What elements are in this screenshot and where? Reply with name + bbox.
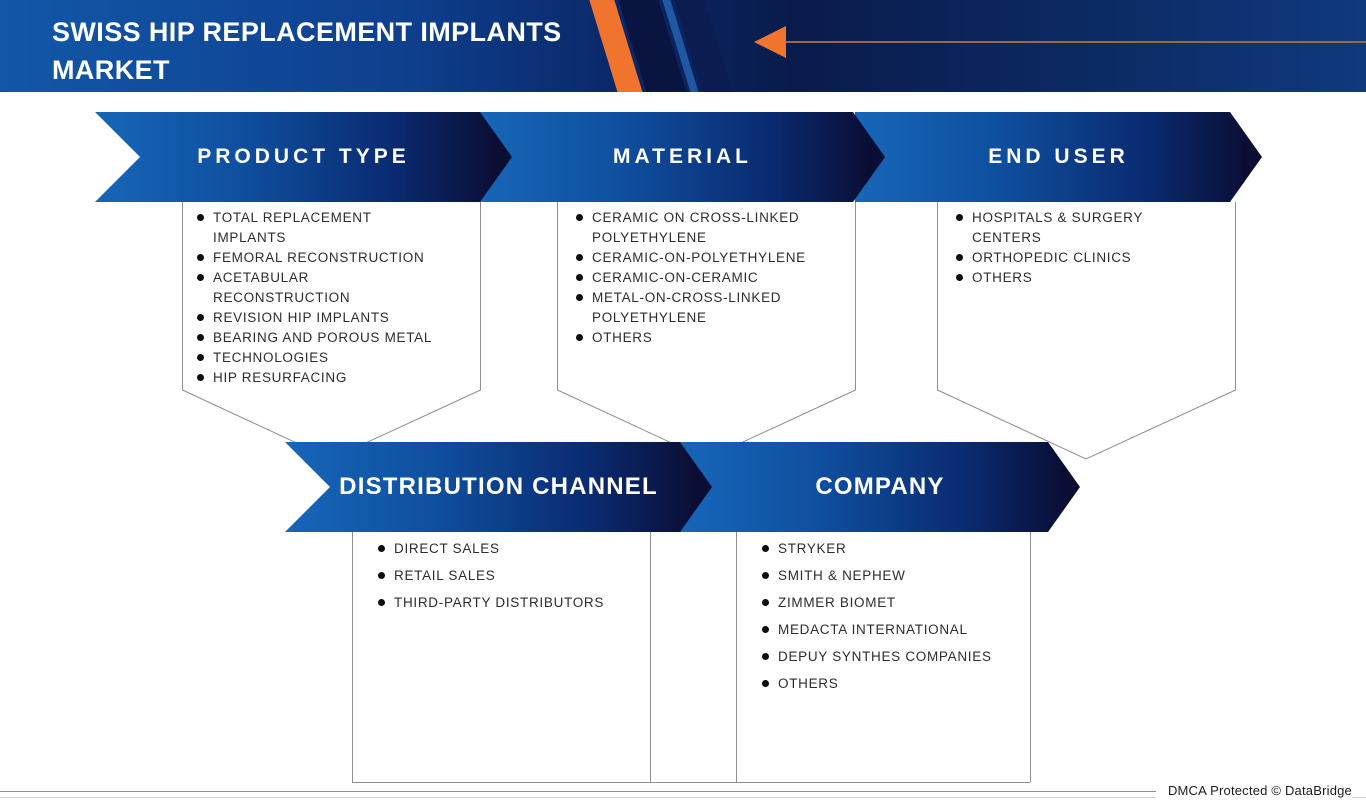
list-item-label: TECHNOLOGIES <box>213 350 329 365</box>
banner-end-user-label: END USER <box>988 145 1129 168</box>
bullet-icon <box>197 374 204 381</box>
page-title-line1: SWISS HIP REPLACEMENT IMPLANTS <box>52 17 562 47</box>
product-type-list: TOTAL REPLACEMENT IMPLANTS FEMORAL RECONS… <box>197 208 465 388</box>
list-item: MEDACTA INTERNATIONAL <box>762 620 1024 640</box>
bullet-icon <box>576 294 583 301</box>
list-item-label: METAL-ON-CROSS-LINKED POLYETHYLENE <box>592 290 782 325</box>
list-item-label: DIRECT SALES <box>394 541 500 556</box>
banner-product-type-label: PRODUCT TYPE <box>197 145 410 168</box>
list-item-label: RETAIL SALES <box>394 568 496 583</box>
dmca-text: DMCA Protected © DataBridge <box>1155 783 1352 798</box>
list-item-label: HOSPITALS & SURGERY CENTERS <box>972 210 1144 245</box>
bullet-icon <box>197 274 204 281</box>
banner-product-type: PRODUCT TYPE <box>95 112 512 202</box>
bullet-icon <box>576 274 583 281</box>
list-item: SMITH & NEPHEW <box>762 566 1024 586</box>
left-arrow-line <box>784 41 1366 43</box>
list-item: HIP RESURFACING <box>197 368 465 388</box>
banner-distribution-channel: DISTRIBUTION CHANNEL <box>285 442 712 532</box>
header: SWISS HIP REPLACEMENT IMPLANTS MARKET <box>0 0 1366 92</box>
banner-company-label: COMPANY <box>815 473 945 500</box>
list-item: RETAIL SALES <box>378 566 640 586</box>
company-list: STRYKER SMITH & NEPHEW ZIMMER BIOMET MEDACT… <box>762 539 1024 701</box>
list-item: OTHERS <box>956 268 1218 288</box>
banner-distribution-channel-label: DISTRIBUTION CHANNEL <box>339 473 658 500</box>
banner-material-label: MATERIAL <box>613 145 752 168</box>
list-item: REVISION HIP IMPLANTS <box>197 308 465 328</box>
list-item: CERAMIC-ON-POLYETHYLENE <box>576 248 848 268</box>
bullet-icon <box>762 572 769 579</box>
list-item-label: CERAMIC ON CROSS-LINKED POLYETHYLENE <box>592 210 800 245</box>
bullet-icon <box>197 214 204 221</box>
bullet-icon <box>762 599 769 606</box>
list-item-label: ACETABULAR RECONSTRUCTION <box>213 270 351 305</box>
bullet-icon <box>956 254 963 261</box>
page-title: SWISS HIP REPLACEMENT IMPLANTS MARKET <box>52 13 562 89</box>
list-item-label: MEDACTA INTERNATIONAL <box>778 622 968 637</box>
page-title-line2: MARKET <box>52 55 170 85</box>
distribution-channel-list: DIRECT SALES RETAIL SALES THIRD-PARTY DIST… <box>378 539 640 620</box>
list-item: THIRD-PARTY DISTRIBUTORS <box>378 593 640 613</box>
list-item: BEARING AND POROUS METAL <box>197 328 465 348</box>
list-item: FEMORAL RECONSTRUCTION <box>197 248 465 268</box>
list-item: OTHERS <box>762 674 1024 694</box>
list-item: DIRECT SALES <box>378 539 640 559</box>
list-item-label: OTHERS <box>592 330 653 345</box>
list-item-label: ORTHOPEDIC CLINICS <box>972 250 1132 265</box>
list-item-label: OTHERS <box>972 270 1033 285</box>
list-item-label: OTHERS <box>778 676 839 691</box>
list-item-label: BEARING AND POROUS METAL <box>213 330 433 345</box>
list-item-label: ZIMMER BIOMET <box>778 595 896 610</box>
bullet-icon <box>378 572 385 579</box>
list-item-label: STRYKER <box>778 541 847 556</box>
bullet-icon <box>762 626 769 633</box>
banner-end-user: END USER <box>855 112 1262 202</box>
list-item-label: SMITH & NEPHEW <box>778 568 906 583</box>
end-user-list: HOSPITALS & SURGERY CENTERS ORTHOPEDIC CL… <box>956 208 1218 288</box>
list-item-label: CERAMIC-ON-CERAMIC <box>592 270 759 285</box>
list-item: OTHERS <box>576 328 848 348</box>
bullet-icon <box>762 653 769 660</box>
list-item-label: TOTAL REPLACEMENT IMPLANTS <box>213 210 372 245</box>
bullet-icon <box>378 545 385 552</box>
list-item-label: HIP RESURFACING <box>213 370 348 385</box>
bullet-icon <box>197 254 204 261</box>
list-item: ZIMMER BIOMET <box>762 593 1024 613</box>
list-item-label: CERAMIC-ON-POLYETHYLENE <box>592 250 806 265</box>
list-item: METAL-ON-CROSS-LINKED POLYETHYLENE <box>576 288 848 328</box>
bullet-icon <box>762 545 769 552</box>
material-list: CERAMIC ON CROSS-LINKED POLYETHYLENE CERA… <box>576 208 848 348</box>
left-arrow-icon <box>754 26 786 58</box>
list-item: TECHNOLOGIES <box>197 348 465 368</box>
list-item: STRYKER <box>762 539 1024 559</box>
list-item: HOSPITALS & SURGERY CENTERS <box>956 208 1218 248</box>
list-item: CERAMIC ON CROSS-LINKED POLYETHYLENE <box>576 208 848 248</box>
bullet-icon <box>576 254 583 261</box>
bullet-icon <box>378 599 385 606</box>
list-item-label: DEPUY SYNTHES COMPANIES <box>778 649 992 664</box>
bullet-icon <box>762 680 769 687</box>
bullet-icon <box>197 354 204 361</box>
bullet-icon <box>956 214 963 221</box>
list-item: TOTAL REPLACEMENT IMPLANTS <box>197 208 465 248</box>
list-item: ACETABULAR RECONSTRUCTION <box>197 268 465 308</box>
list-item-label: THIRD-PARTY DISTRIBUTORS <box>394 595 605 610</box>
banner-material: MATERIAL <box>480 112 885 202</box>
bullet-icon <box>576 214 583 221</box>
list-item-label: REVISION HIP IMPLANTS <box>213 310 390 325</box>
bullet-icon <box>197 314 204 321</box>
bullet-icon <box>956 274 963 281</box>
bullet-icon <box>197 334 204 341</box>
list-item: CERAMIC-ON-CERAMIC <box>576 268 848 288</box>
list-item: ORTHOPEDIC CLINICS <box>956 248 1218 268</box>
banner-company: COMPANY <box>680 442 1080 532</box>
list-item-label: FEMORAL RECONSTRUCTION <box>213 250 425 265</box>
bullet-icon <box>576 334 583 341</box>
list-item: DEPUY SYNTHES COMPANIES <box>762 647 1024 667</box>
